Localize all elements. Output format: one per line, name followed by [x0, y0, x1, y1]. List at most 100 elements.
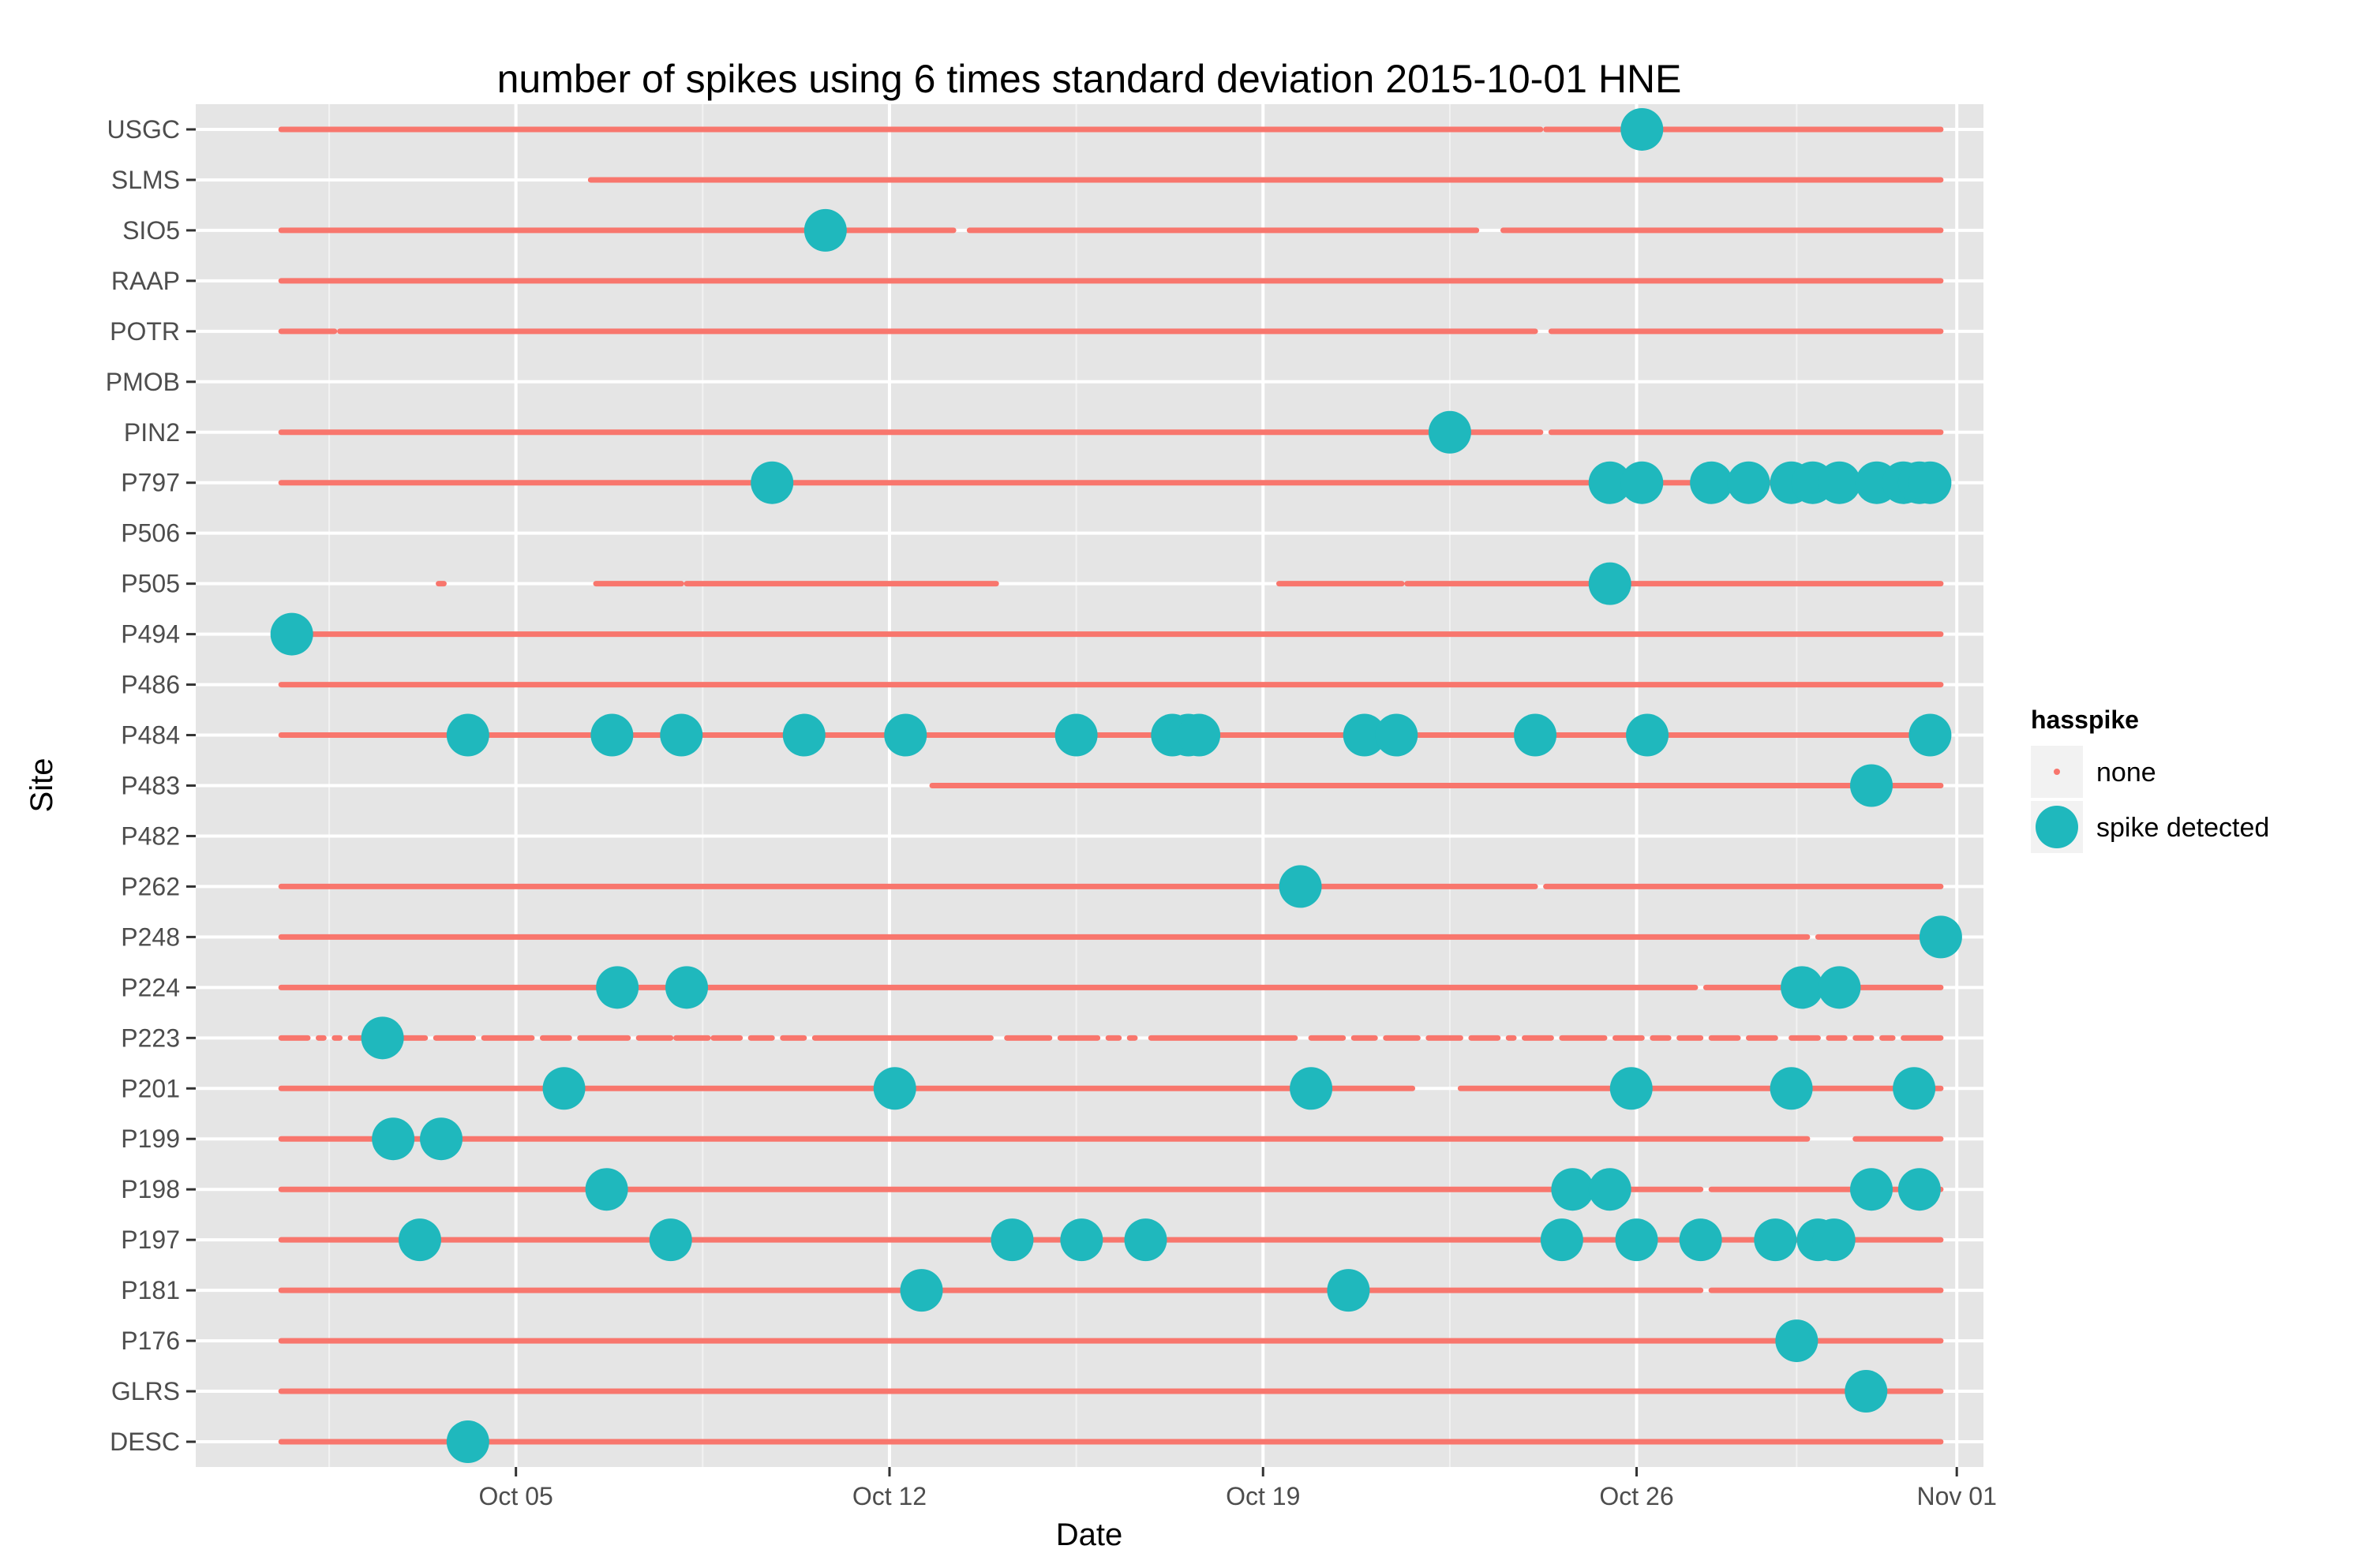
y-tick-label-sio5: SIO5: [122, 216, 180, 245]
spike-point-p797: [1620, 461, 1664, 504]
spike-point-p198: [1897, 1168, 1941, 1211]
spike-point-p484: [446, 713, 489, 757]
spike-point-p484: [590, 713, 634, 757]
spike-point-p198: [1551, 1168, 1594, 1211]
spike-point-usgc: [1620, 107, 1664, 151]
y-tick-label-raap: RAAP: [111, 267, 180, 295]
y-tick-label-p199: P199: [121, 1125, 180, 1153]
spike-point-p197: [1615, 1218, 1658, 1262]
spike-point-p201: [873, 1067, 916, 1110]
spike-point-p224: [1818, 966, 1861, 1009]
spike-point-p223: [361, 1016, 404, 1060]
spike-point-p197: [1060, 1218, 1103, 1262]
spike-point-p176: [1775, 1319, 1819, 1363]
spike-point-p197: [398, 1218, 441, 1262]
legend-label-spike: spike detected: [2096, 813, 2269, 843]
y-tick-label-p484: P484: [121, 721, 180, 750]
y-tick-label-p181: P181: [121, 1276, 180, 1304]
spike-point-p198: [1588, 1168, 1631, 1211]
y-tick-label-p486: P486: [121, 671, 180, 699]
x-tick-label: Oct 12: [852, 1482, 927, 1510]
legend: hasspike none spike detected: [2031, 705, 2269, 853]
x-tick-label: Nov 01: [1916, 1482, 1996, 1510]
y-axis-title: Site: [24, 758, 59, 813]
spike-point-p201: [1770, 1067, 1813, 1110]
spike-point-p199: [420, 1117, 463, 1161]
y-tick-label-pmob: PMOB: [106, 368, 180, 396]
spike-point-p505: [1588, 562, 1631, 605]
spike-point-p262: [1279, 865, 1322, 908]
spike-point-p197: [991, 1218, 1034, 1262]
y-tick-label-desc: DESC: [110, 1428, 180, 1456]
spike-point-p797: [1818, 461, 1861, 504]
spike-point-desc: [446, 1420, 489, 1464]
y-tick-label-p201: P201: [121, 1074, 180, 1102]
spike-series: [270, 107, 1962, 1464]
spike-point-p201: [1609, 1067, 1653, 1110]
x-axis-title: Date: [1056, 1517, 1123, 1552]
legend-title: hasspike: [2031, 705, 2139, 734]
spike-point-p224: [665, 966, 709, 1009]
x-tick-label: Oct 26: [1599, 1482, 1673, 1510]
spike-point-p198: [585, 1168, 628, 1211]
x-tick-label: Oct 19: [1226, 1482, 1300, 1510]
y-tick-label-p506: P506: [121, 519, 180, 548]
spike-point-p199: [372, 1117, 415, 1161]
legend-label-none: none: [2096, 758, 2156, 788]
y-tick-label-p248: P248: [121, 922, 180, 951]
spike-point-p483: [1850, 764, 1893, 807]
spike-point-p797: [1908, 461, 1952, 504]
spike-point-p197: [1540, 1218, 1583, 1262]
y-axis: USGC SLMS SIO5 RAAP POTR PMOB PIN2 P797 P506 P505…: [106, 115, 196, 1456]
y-tick-label-pin2: PIN2: [124, 418, 180, 447]
y-tick-label-p197: P197: [121, 1226, 180, 1254]
y-tick-label-p223: P223: [121, 1024, 180, 1052]
spike-point-p201: [1893, 1067, 1936, 1110]
spike-point-p224: [596, 966, 639, 1009]
y-tick-label-usgc: USGC: [107, 115, 180, 144]
spike-point-p797: [751, 461, 794, 504]
spike-point-p494: [270, 612, 313, 656]
y-tick-label-p797: P797: [121, 469, 180, 497]
y-tick-label-potr: POTR: [110, 317, 180, 346]
spike-point-p484: [1343, 713, 1386, 757]
y-tick-label-slms: SLMS: [111, 166, 180, 194]
spike-point-p201: [1290, 1067, 1333, 1110]
none-series: [278, 126, 1944, 1445]
y-tick-label-p483: P483: [121, 772, 180, 800]
y-tick-label-p176: P176: [121, 1327, 180, 1355]
y-tick-label-p482: P482: [121, 821, 180, 850]
legend-marker-spike: [2036, 806, 2078, 848]
spike-point-p224: [1781, 966, 1824, 1009]
y-tick-label-glrs: GLRS: [111, 1377, 180, 1405]
spike-point-p797: [1690, 461, 1733, 504]
spike-point-p248: [1919, 915, 1962, 959]
spike-point-p197: [1679, 1218, 1722, 1262]
y-tick-label-p505: P505: [121, 570, 180, 598]
y-tick-label-p262: P262: [121, 872, 180, 900]
spike-point-p484: [660, 713, 703, 757]
spike-point-p198: [1850, 1168, 1893, 1211]
spike-point-p201: [542, 1067, 586, 1110]
chart-title: number of spikes using 6 times standard …: [497, 57, 1682, 101]
y-tick-label-p224: P224: [121, 973, 180, 1001]
spike-point-p197: [1124, 1218, 1167, 1262]
spike-point-p484: [1908, 713, 1952, 757]
spike-point-glrs: [1845, 1370, 1888, 1413]
spike-point-p197: [1812, 1218, 1856, 1262]
spike-point-p181: [1327, 1269, 1370, 1312]
y-tick-label-p494: P494: [121, 620, 180, 649]
spike-point-pin2: [1428, 410, 1471, 454]
spike-point-p181: [900, 1269, 943, 1312]
x-tick-label: Oct 05: [479, 1482, 553, 1510]
y-tick-label-p198: P198: [121, 1175, 180, 1203]
spike-point-p484: [1514, 713, 1557, 757]
spike-point-p484: [1626, 713, 1669, 757]
spike-point-p797: [1727, 461, 1770, 504]
spike-point-p484: [1178, 713, 1221, 757]
legend-marker-none: [2054, 769, 2060, 775]
spike-point-p484: [782, 713, 826, 757]
spike-point-p484: [884, 713, 927, 757]
spike-point-p197: [649, 1218, 692, 1262]
